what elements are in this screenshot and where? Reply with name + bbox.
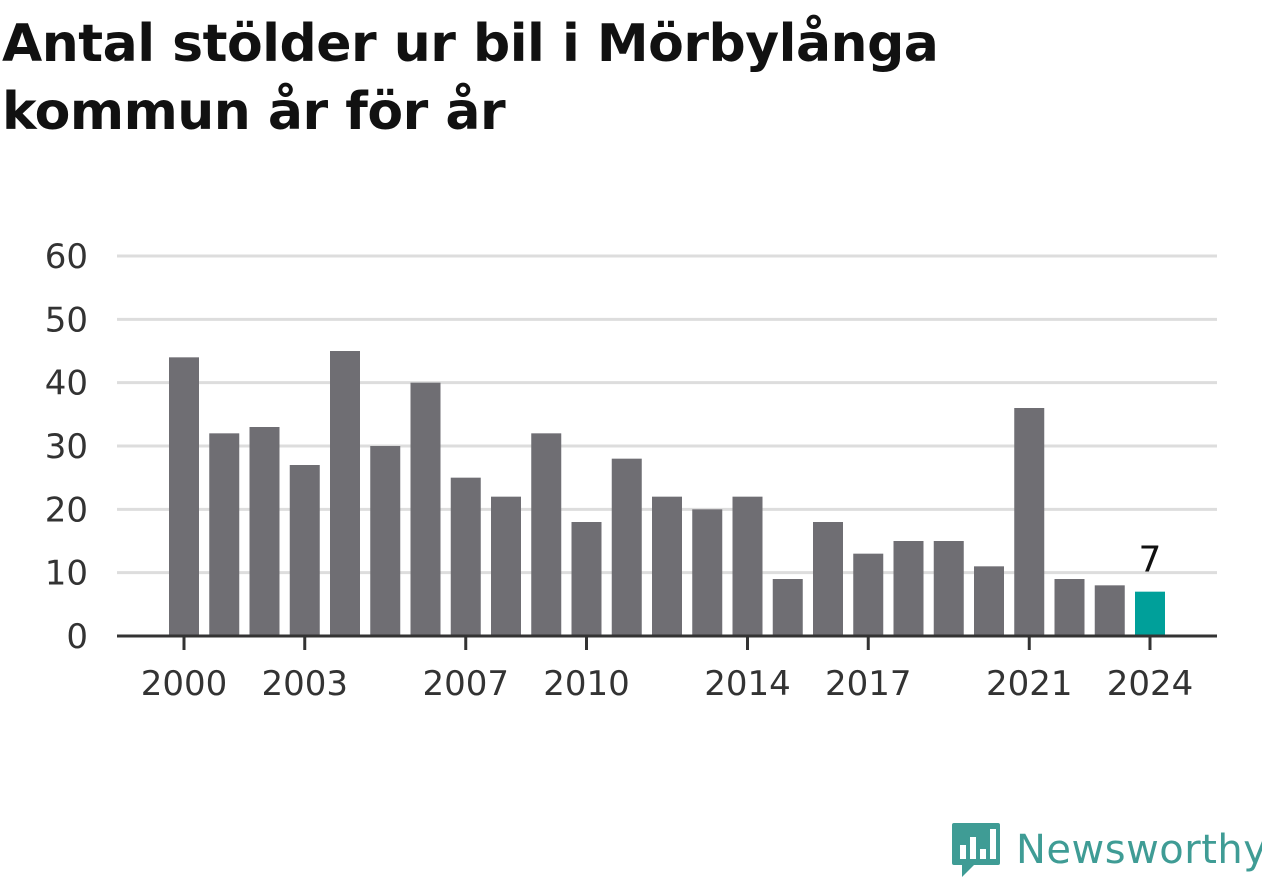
bar-2022 [1054,579,1085,636]
bar-2021 [1014,408,1045,636]
chart-title: Antal stölder ur bil i Mörbylånga kommun… [2,14,939,142]
x-tick-label-2003: 2003 [261,664,348,704]
y-tick-label-40: 40 [45,364,88,404]
x-tick-label-2007: 2007 [422,664,509,704]
x-tick-label-2024: 2024 [1107,664,1194,704]
bar-2013 [692,509,723,636]
bar-2004 [330,351,360,636]
bar-2001 [209,433,240,636]
y-tick-label-0: 0 [66,617,88,657]
x-tick-label-2000: 2000 [141,664,228,704]
y-tick-label-50: 50 [45,300,88,340]
bar-2000 [169,357,199,636]
bar-2010 [571,522,602,636]
bar-2017 [853,553,884,636]
bar-2015 [772,579,803,636]
bar-2014 [732,496,763,636]
newsworthy-chart-bubble-icon [952,823,1000,877]
bar-2009 [531,433,562,636]
bar-2024 [1135,591,1165,636]
brand-logo: Newsworthy [950,820,1262,880]
data-label-2024: 7 [1139,540,1162,581]
bar-2002 [249,427,280,636]
bar-2012 [652,496,682,636]
brand-name: Newsworthy [1016,827,1262,873]
x-axis-tick-labels: 2000 2003 2007 2010 2014 2017 2021 2024 [141,664,1194,704]
y-tick-label-60: 60 [45,237,88,277]
bar-2003 [289,465,320,636]
bar-2007 [450,477,481,636]
y-tick-label-10: 10 [45,554,88,594]
x-axis [117,634,1217,650]
y-axis-tick-labels: 0 10 20 30 40 50 60 [45,237,88,657]
x-tick-label-2017: 2017 [825,664,912,704]
bar-2018 [893,541,924,636]
bar-2005 [370,446,401,636]
x-tick-label-2021: 2021 [986,664,1073,704]
bar-2019 [933,541,964,636]
data-labels: 7 [1139,540,1162,581]
bar-2008 [491,496,521,636]
bars [169,351,1165,636]
bar-2023 [1094,585,1125,636]
y-tick-label-30: 30 [45,427,88,467]
bar-2020 [974,566,1004,636]
bar-2011 [611,458,642,636]
x-tick-label-2010: 2010 [543,664,630,704]
bar-2006 [410,382,441,636]
bar-2016 [813,522,843,636]
y-tick-label-20: 20 [45,490,88,530]
x-tick-label-2014: 2014 [704,664,791,704]
